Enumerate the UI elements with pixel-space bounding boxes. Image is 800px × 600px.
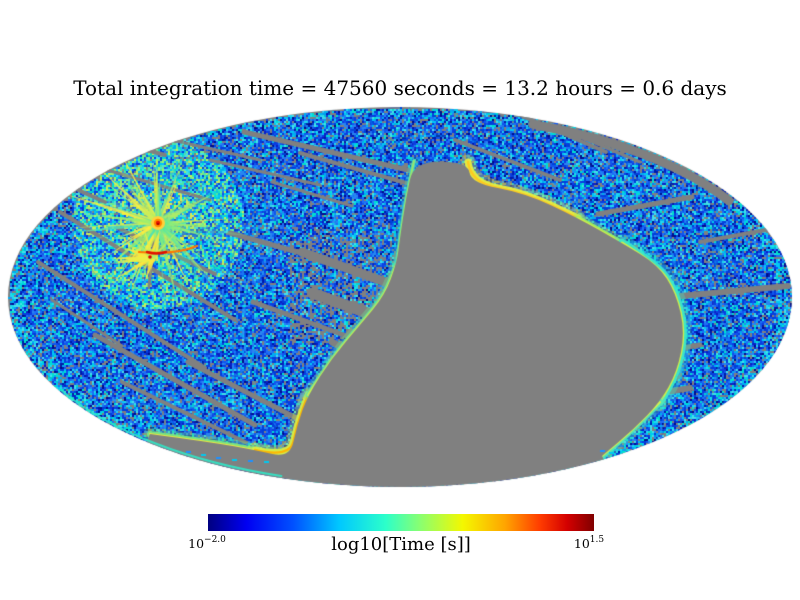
- plot-title: Total integration time = 47560 seconds =…: [73, 76, 727, 100]
- tick-max-base: 10: [573, 536, 590, 552]
- colorbar-gradient: [208, 514, 594, 531]
- tick-min-exp: −2.0: [204, 535, 226, 545]
- colorbar-tick-max: 101.5: [573, 535, 605, 552]
- colorbar-label: log10[Time [s]]: [331, 534, 471, 555]
- colorbar-tick-min: 10−2.0: [188, 535, 226, 552]
- tick-min-base: 10: [188, 536, 205, 552]
- tick-max-exp: 1.5: [589, 535, 605, 545]
